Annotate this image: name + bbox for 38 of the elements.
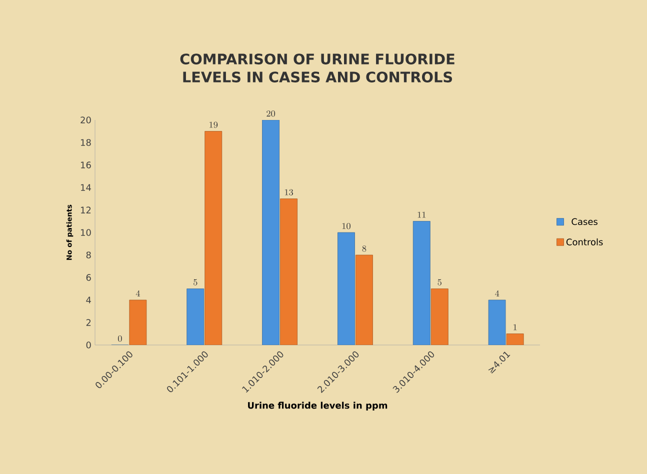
y-tick-label: 6 [86, 274, 91, 281]
data-label: 0 [118, 335, 122, 342]
y-tick-label: 12 [81, 206, 91, 214]
bar [262, 120, 280, 345]
chart-title: COMPARISON OF URINE FLUORIDE LEVELS IN CASES AND CONTROLS [180, 54, 454, 82]
data-label: 13 [285, 189, 294, 196]
bar [204, 131, 222, 345]
y-tick-label: 4 [86, 296, 91, 304]
data-label: 20 [266, 110, 276, 117]
bar [338, 232, 355, 345]
y-tick-label: 0 [86, 342, 91, 348]
bar [506, 334, 524, 345]
y-tick-label: 8 [86, 252, 91, 258]
data-label: 5 [438, 279, 442, 286]
data-label: 10 [342, 222, 350, 230]
data-label: 4 [495, 290, 500, 296]
data-label: 8 [362, 245, 366, 252]
bar [430, 288, 448, 345]
bar [186, 288, 204, 345]
data-label: 4 [136, 290, 140, 296]
y-tick-label: 20 [80, 116, 91, 124]
bar [412, 221, 430, 345]
data-label: 5 [194, 279, 198, 286]
y-tick-label: 2 [86, 319, 91, 326]
bar [280, 198, 298, 345]
y-tick-label: 18 [81, 139, 91, 146]
bar [129, 300, 147, 345]
y-tick-label: 10 [81, 229, 91, 236]
y-tick-label: 14 [81, 184, 91, 191]
data-label: 19 [210, 122, 218, 128]
x-axis-title: Urine fluoride levels in ppm [248, 402, 388, 410]
data-label: 11 [418, 212, 426, 218]
legend-label: Controls [566, 238, 603, 246]
legend-label: Cases [572, 218, 598, 226]
data-label: 1 [514, 324, 517, 330]
y-tick-label: 16 [81, 162, 91, 168]
bar [488, 300, 506, 345]
bar [356, 254, 373, 345]
